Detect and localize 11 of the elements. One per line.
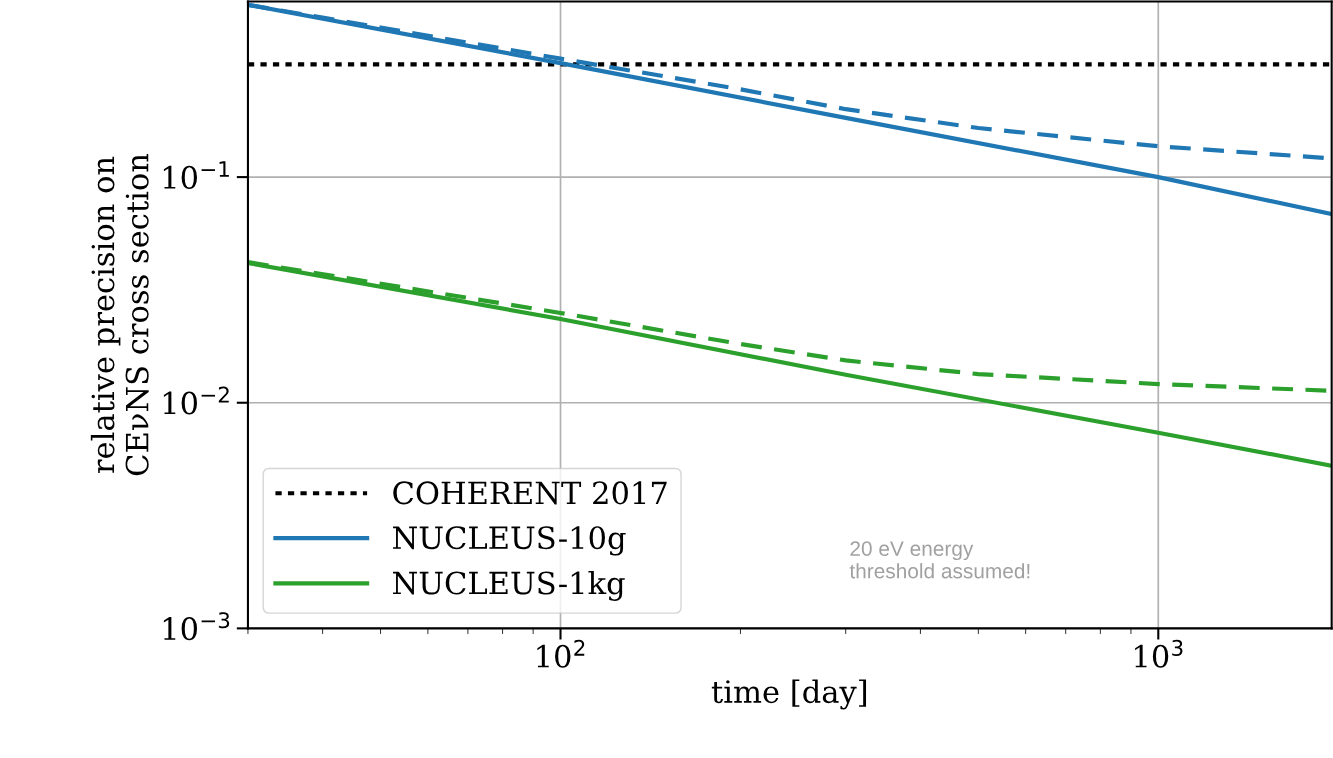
x-tick-label: 10$^{2}$ <box>537 639 585 668</box>
legend-label: NUCLEUS-1kg <box>393 570 625 601</box>
y-tick-label: 10$^{−3}$ <box>163 612 230 641</box>
x-axis-title: time [day] <box>711 679 867 710</box>
y-tick-label: 10$^{−1}$ <box>163 161 229 189</box>
y-tick-label: 10$^{−2}$ <box>163 386 229 415</box>
legend-label: NUCLEUS-10g <box>393 526 626 556</box>
y-axis-title: relative precision on CEνNS cross section <box>90 153 149 476</box>
annotation: 20 eV energy threshold assumed! <box>849 541 1030 579</box>
x-tick-label: 10$^{3}$ <box>1135 639 1183 668</box>
legend-label: COHERENT 2017 <box>393 481 667 505</box>
